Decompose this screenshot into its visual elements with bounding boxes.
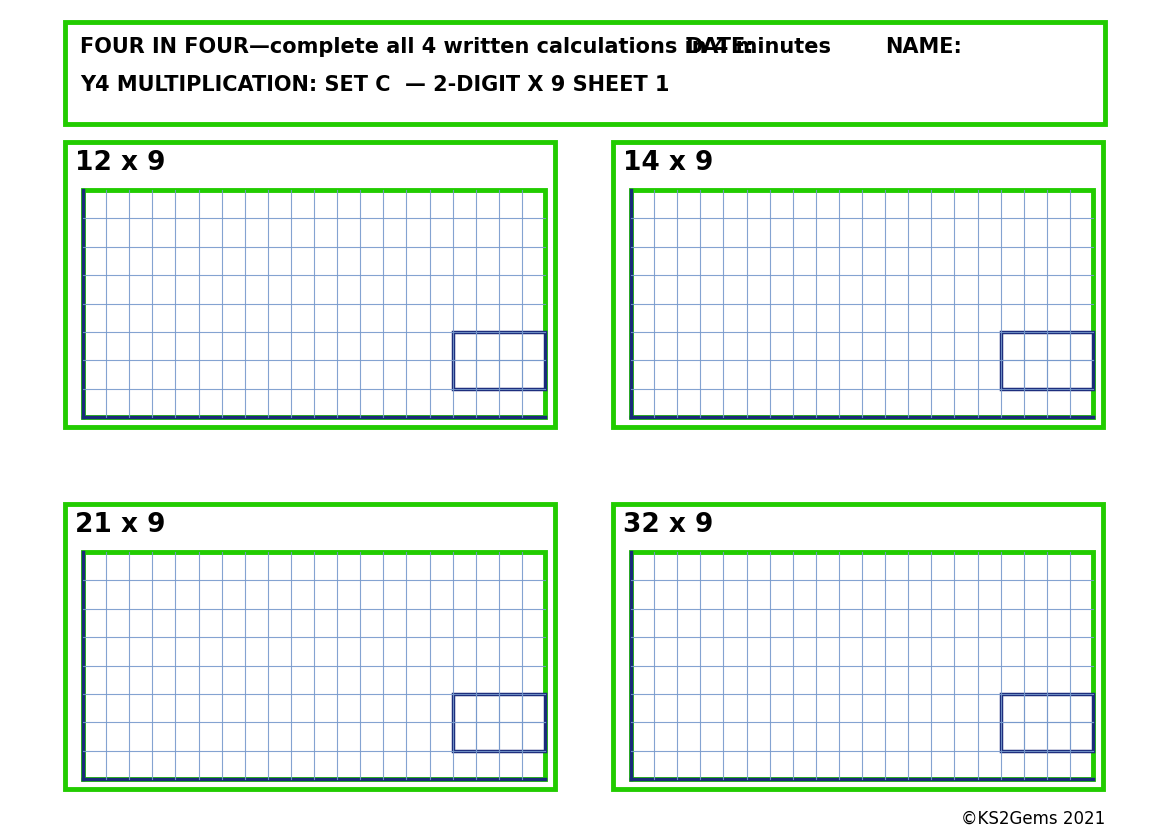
Text: NAME:: NAME: [885, 37, 962, 57]
Bar [613, 504, 1103, 789]
Bar [613, 142, 1103, 427]
Bar [453, 332, 545, 389]
Text: 14 x 9: 14 x 9 [622, 150, 714, 176]
Text: 21 x 9: 21 x 9 [75, 512, 165, 538]
Text: 12 x 9: 12 x 9 [75, 150, 165, 176]
Text: DATE:: DATE: [684, 37, 753, 57]
Bar [1000, 694, 1093, 751]
Bar [83, 552, 545, 779]
Bar [453, 694, 545, 751]
Bar [66, 142, 555, 427]
Text: 32 x 9: 32 x 9 [622, 512, 714, 538]
Bar [631, 190, 1093, 417]
Text: ©KS2Gems 2021: ©KS2Gems 2021 [961, 810, 1104, 827]
Bar [83, 190, 545, 417]
Bar [631, 552, 1093, 779]
Text: FOUR IN FOUR—complete all 4 written calculations in 4 minutes: FOUR IN FOUR—complete all 4 written calc… [80, 37, 831, 57]
Text: Y4 MULTIPLICATION: SET C  — 2-DIGIT X 9 SHEET 1: Y4 MULTIPLICATION: SET C — 2-DIGIT X 9 S… [80, 75, 669, 95]
Bar [66, 504, 555, 789]
Bar [1000, 332, 1093, 389]
Bar [66, 22, 1104, 124]
